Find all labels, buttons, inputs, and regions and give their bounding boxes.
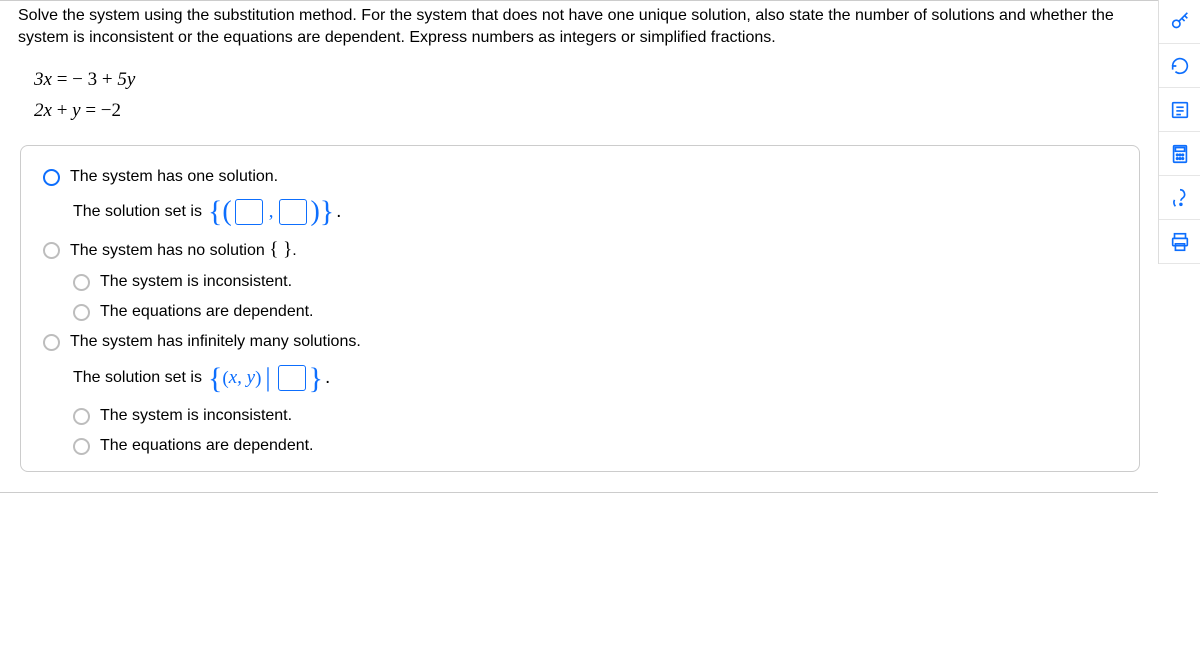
option-no-solution[interactable]: The system has no solution { }. bbox=[43, 239, 1117, 261]
calculator-icon[interactable] bbox=[1159, 132, 1200, 176]
equation-1: 3x = − 3 + 5y bbox=[34, 66, 1138, 95]
option-no-solution-label: The system has no solution { }. bbox=[70, 239, 297, 261]
equation-2: 2x + y = −2 bbox=[34, 97, 1138, 126]
option-one-solution[interactable]: The system has one solution. bbox=[43, 168, 1117, 186]
such-that-bar: | bbox=[265, 363, 270, 393]
help-icon[interactable] bbox=[1159, 176, 1200, 220]
option-no-sol-inconsistent[interactable]: The system is inconsistent. bbox=[73, 273, 1117, 291]
solution-prefix-1: The solution set is bbox=[73, 203, 202, 221]
inf-inconsistent-label: The system is inconsistent. bbox=[100, 407, 292, 425]
rbrace2-icon: } bbox=[309, 365, 323, 392]
lparen-icon: ( bbox=[222, 199, 231, 224]
answer-options: The system has one solution. The solutio… bbox=[20, 145, 1140, 472]
radio-inf-solutions[interactable] bbox=[43, 334, 60, 351]
notes-icon[interactable] bbox=[1159, 88, 1200, 132]
radio-no-solution[interactable] bbox=[43, 242, 60, 259]
radio-inf-inconsistent[interactable] bbox=[73, 408, 90, 425]
period2: . bbox=[325, 367, 330, 389]
lbrace-icon: { bbox=[208, 198, 222, 225]
refresh-icon[interactable] bbox=[1159, 44, 1200, 88]
rbrace-icon: } bbox=[320, 198, 334, 225]
period: . bbox=[336, 201, 341, 223]
option-no-sol-dependent[interactable]: The equations are dependent. bbox=[73, 303, 1117, 321]
one-solution-set: The solution set is { ( , ) } . bbox=[73, 198, 1117, 225]
rparen-icon: ) bbox=[310, 199, 319, 224]
lbrace2-icon: { bbox=[208, 365, 222, 392]
question-panel: Solve the system using the substitution … bbox=[0, 0, 1158, 493]
radio-one-solution[interactable] bbox=[43, 169, 60, 186]
input-x-value[interactable] bbox=[235, 199, 263, 225]
equation-system: 3x = − 3 + 5y 2x + y = −2 bbox=[34, 66, 1138, 125]
instruction-text: Solve the system using the substitution … bbox=[18, 5, 1138, 48]
option-inf-inconsistent[interactable]: The system is inconsistent. bbox=[73, 407, 1117, 425]
comma: , bbox=[269, 201, 274, 223]
input-condition[interactable] bbox=[278, 365, 306, 391]
input-y-value[interactable] bbox=[279, 199, 307, 225]
lparen2-icon: ( bbox=[222, 370, 228, 387]
radio-no-sol-dependent[interactable] bbox=[73, 304, 90, 321]
option-inf-dependent[interactable]: The equations are dependent. bbox=[73, 437, 1117, 455]
solution-prefix-2: The solution set is bbox=[73, 369, 202, 387]
inf-dependent-label: The equations are dependent. bbox=[100, 437, 314, 455]
option-inf-solutions[interactable]: The system has infinitely many solutions… bbox=[43, 333, 1117, 351]
side-toolbar bbox=[1158, 0, 1200, 264]
radio-no-sol-inconsistent[interactable] bbox=[73, 274, 90, 291]
radio-inf-dependent[interactable] bbox=[73, 438, 90, 455]
xy-pair: x, y bbox=[229, 367, 255, 389]
no-solution-text: The system has no solution bbox=[70, 242, 269, 259]
no-sol-dependent-label: The equations are dependent. bbox=[100, 303, 314, 321]
option-one-solution-label: The system has one solution. bbox=[70, 168, 278, 186]
key-icon[interactable] bbox=[1159, 0, 1200, 44]
print-icon[interactable] bbox=[1159, 220, 1200, 264]
inf-solution-set: The solution set is { ( x, y ) | } . bbox=[73, 363, 1117, 393]
option-inf-solutions-label: The system has infinitely many solutions… bbox=[70, 333, 361, 351]
no-sol-inconsistent-label: The system is inconsistent. bbox=[100, 273, 292, 291]
rparen2-icon: ) bbox=[255, 370, 261, 387]
